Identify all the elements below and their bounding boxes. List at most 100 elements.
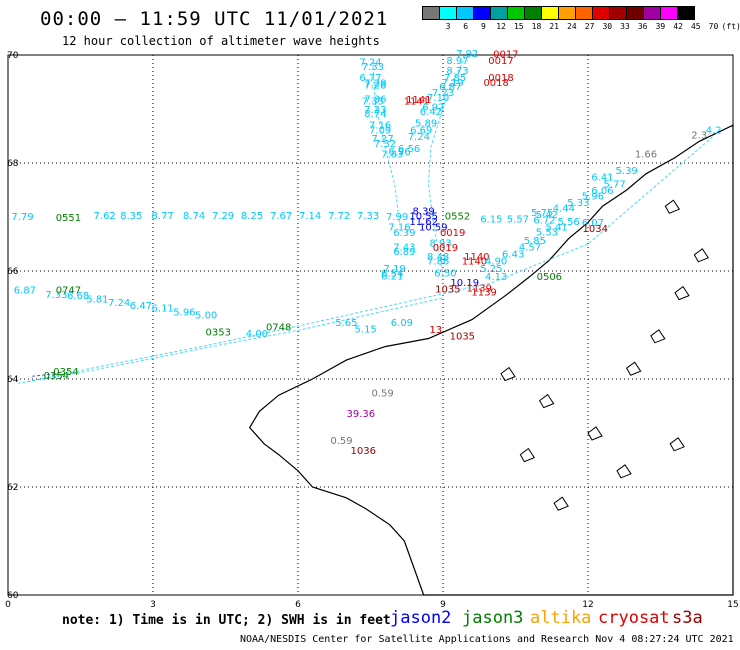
x-tick-label: 3 [150, 600, 156, 610]
wave-height-label: 7.27 [371, 134, 393, 145]
wave-height-label: 7.23 [364, 105, 386, 116]
x-tick-label: 6 [295, 600, 301, 610]
wave-height-label: 1035 [450, 332, 475, 343]
y-tick-label: 70 [7, 51, 19, 61]
y-tick-label: 66 [7, 267, 19, 277]
wave-height-label: 0.59 [330, 436, 352, 447]
wave-height-label: 6.06 [591, 186, 613, 197]
coast-island [616, 464, 632, 479]
wave-height-label: 1034 [583, 224, 608, 235]
legend-jason2: jason2 [390, 608, 452, 628]
wave-height-label: 8.39 [413, 206, 435, 217]
wave-height-label: 6.43 [502, 250, 524, 261]
scale-swatch [677, 6, 695, 20]
y-tick-label: 62 [7, 483, 18, 493]
color-scale-labels: 3 6 9 12 15 18 21 24 27 30 33 36 39 42 45 70 (ft) [422, 22, 740, 34]
x-tick-label: 15 [727, 600, 738, 610]
wave-height-label: 11.62 [409, 217, 438, 228]
x-tick-label: 9 [440, 600, 446, 610]
wave-height-label: 6.42 [420, 107, 442, 118]
wave-height-label: 7.92 [456, 49, 478, 60]
scale-label: 3 [445, 22, 451, 31]
wave-height-label: 7.35 [362, 97, 384, 108]
wave-height-label: 8.74 [183, 211, 205, 222]
scale-label: 12 [496, 22, 506, 31]
wave-height-label: 6.21 [381, 272, 403, 283]
y-tick-label: 60 [7, 591, 19, 601]
wave-height-label: 5.89 [415, 118, 437, 129]
wave-height-label: 7.32 [374, 139, 396, 150]
wave-height-label: 0354 [53, 367, 78, 378]
x-tick-label: 0 [5, 600, 11, 610]
wave-height-label: 7.09 [369, 125, 391, 136]
wave-height-label: 8.93 [429, 239, 451, 250]
wave-height-label: 5.33 [567, 198, 589, 209]
wave-height-label: 7.10 [427, 93, 449, 104]
wave-height-label: 39.36 [347, 409, 376, 420]
wave-height-label: 0017 [493, 50, 518, 61]
wave-height-label: 4.57 [519, 242, 541, 253]
wave-height-label: 1141 [404, 97, 429, 108]
scale-label: 70 [708, 22, 719, 31]
wave-height-label: 0018 [483, 78, 508, 89]
wave-height-label: 13 [429, 325, 442, 336]
wave-height-label: 1140 [464, 252, 489, 263]
wave-height-label: 0353 [206, 327, 231, 338]
wave-height-label: 0017 [488, 56, 513, 67]
wave-height-label: 7.14 [299, 211, 321, 222]
wave-height-label: 6.92 [422, 103, 444, 114]
wave-height-label: 8.35 [120, 211, 142, 222]
scale-label: 21 [549, 22, 560, 31]
wave-height-label: 8.74 [364, 109, 386, 120]
wave-height-label: 7.67 [270, 211, 292, 222]
scale-label: 42 [673, 22, 683, 31]
track-line [32, 373, 57, 377]
y-tick-label: 68 [7, 159, 19, 169]
coast-island [664, 199, 681, 214]
wave-height-label: 0552 [445, 212, 470, 223]
graticule [8, 55, 733, 595]
wave-height-label: 1036 [351, 446, 376, 457]
wave-height-label: 7.28 [364, 80, 386, 91]
wave-height-label: 6.09 [391, 318, 413, 329]
wave-height-label: 0748 [266, 322, 291, 333]
coast-island [650, 329, 666, 344]
wave-height-label: 7.33 [45, 290, 67, 301]
wave-height-label: 5.81 [86, 294, 108, 305]
wave-height-label: 6.87 [439, 82, 461, 93]
wave-height-label: 7.72 [328, 211, 350, 222]
track-line [17, 297, 444, 384]
coast-island [693, 248, 710, 263]
wave-height-label: 8.25 [241, 211, 263, 222]
wave-height-label: 1139 [467, 284, 492, 295]
wave-height-label: 1.66 [635, 150, 657, 161]
wave-height-label: 7.28 [364, 78, 386, 89]
wave-height-label: 5.65 [335, 318, 357, 329]
wave-height-label: 6.39 [393, 228, 415, 239]
x-tick-label: 12 [582, 600, 593, 610]
wave-height-label: 4.13 [485, 272, 507, 283]
norway-coastline [248, 124, 734, 596]
track-line [27, 135, 714, 383]
coast-island [553, 496, 569, 511]
wave-height-label: 6.15 [480, 214, 502, 225]
wave-height-label: 8.48 [427, 252, 449, 263]
wave-height-label: 6.56 [398, 144, 420, 155]
legend-cryosat: cryosat [598, 608, 670, 628]
wave-height-label: 4.2 [706, 125, 722, 136]
scale-label: 6 [463, 22, 469, 31]
wave-height-label: 10.55 [409, 212, 438, 223]
scale-label: 30 [602, 22, 613, 31]
coast-island [519, 447, 536, 463]
wave-height-label: 5.53 [536, 227, 558, 238]
wave-height-label: 2.3 [691, 131, 707, 142]
wave-height-label: 4.44 [553, 204, 575, 215]
wave-height-label: 4.00 [246, 329, 268, 340]
coast-island [626, 361, 642, 376]
wave-height-label: 5.41 [545, 223, 567, 234]
wave-height-label: 0019 [433, 243, 458, 254]
wave-height-label: 7.86 [427, 257, 449, 268]
coast-island [674, 285, 690, 301]
wave-height-label: 4.90 [485, 257, 507, 268]
